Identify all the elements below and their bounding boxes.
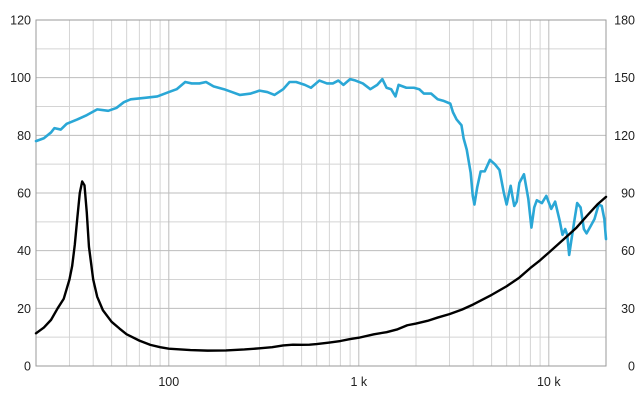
y-left-tick-label: 60: [17, 187, 31, 201]
x-tick-label: 100: [158, 375, 179, 389]
y-axis-right: 0 30 60 90 120 150 180: [614, 14, 635, 374]
y-left-tick-label: 100: [10, 71, 31, 85]
y-right-tick-label: 150: [614, 71, 635, 85]
x-tick-label: 10 k: [537, 375, 561, 389]
y-left-tick-label: 80: [17, 129, 31, 143]
x-axis: 100 1 k 10 k: [158, 375, 561, 389]
impedance-curve: [34, 180, 608, 352]
y-right-tick-label: 90: [621, 187, 635, 201]
y-left-tick-label: 40: [17, 244, 31, 258]
y-right-tick-label: 60: [621, 244, 635, 258]
response-curve: [34, 77, 608, 257]
y-left-tick-label: 20: [17, 302, 31, 316]
y-left-tick-label: 120: [10, 14, 31, 28]
y-axis-left: 0 20 40 60 80 100 120: [10, 14, 31, 374]
plot-frame: [35, 19, 607, 367]
y-right-tick-label: 30: [621, 302, 635, 316]
y-right-tick-label: 0: [628, 360, 635, 374]
x-tick-label: 1 k: [350, 375, 367, 389]
y-right-tick-label: 120: [614, 129, 635, 143]
y-left-tick-label: 0: [24, 360, 31, 374]
y-right-tick-label: 180: [614, 14, 635, 28]
series-layer: [34, 77, 608, 352]
